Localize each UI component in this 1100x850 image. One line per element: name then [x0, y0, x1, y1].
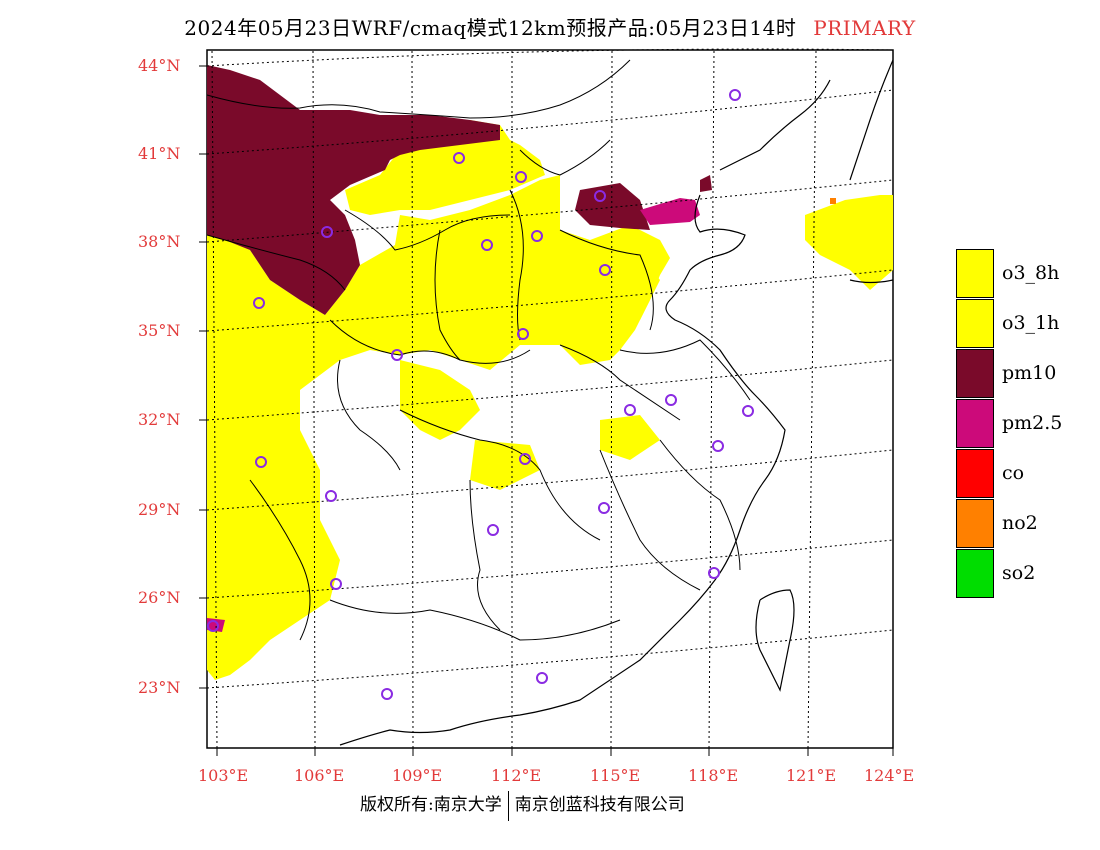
o3-region-west	[207, 175, 670, 680]
station-marker	[391, 349, 403, 361]
station-marker	[598, 502, 610, 514]
station-marker	[594, 190, 606, 202]
no2-spot	[830, 198, 836, 204]
legend-swatch	[956, 249, 994, 298]
station-marker	[330, 578, 342, 590]
station-marker	[207, 620, 219, 632]
o3-region	[207, 120, 893, 680]
lat-label: 38°N	[138, 232, 181, 251]
o3-region-north	[345, 120, 545, 215]
legend-label: o3_1h	[1002, 312, 1060, 334]
station-marker	[729, 89, 741, 101]
lat-label: 44°N	[138, 56, 181, 75]
lat-label: 23°N	[138, 678, 181, 697]
lon-label: 121°E	[786, 766, 837, 785]
footer-left: 版权所有:南京大学	[360, 795, 502, 815]
station-marker	[665, 394, 677, 406]
station-marker	[624, 404, 636, 416]
graticule	[206, 48, 894, 749]
legend-item-no2: no2	[956, 499, 1096, 549]
station-marker	[481, 239, 493, 251]
legend-swatch	[956, 299, 994, 348]
station-marker	[453, 152, 465, 164]
station-marker	[381, 688, 393, 700]
legend-label: no2	[1002, 512, 1038, 534]
legend-swatch	[956, 499, 994, 548]
legend-label: co	[1002, 462, 1025, 484]
o3-region-south-spots	[470, 440, 540, 490]
legend-swatch	[956, 449, 994, 498]
station-marker	[325, 490, 337, 502]
station-marker	[255, 456, 267, 468]
station-marker	[321, 226, 333, 238]
coastline	[339, 59, 894, 746]
footer-divider	[507, 790, 509, 821]
footer-right: 南京创蓝科技有限公司	[514, 795, 685, 815]
station-marker	[742, 405, 754, 417]
lat-label: 26°N	[138, 588, 181, 607]
lon-label: 109°E	[392, 766, 443, 785]
legend-swatch	[956, 549, 994, 598]
o3-region-sw-spots	[600, 415, 660, 460]
axis-ticks	[199, 65, 894, 756]
lon-label: 112°E	[491, 766, 542, 785]
station-marker	[531, 230, 543, 242]
station-marker	[712, 440, 724, 452]
legend-label: pm10	[1002, 362, 1057, 384]
lat-label: 29°N	[138, 500, 181, 519]
station-marker	[536, 672, 548, 684]
legend-item-so2: so2	[956, 549, 1096, 599]
station-markers	[207, 89, 754, 700]
station-marker	[517, 328, 529, 340]
lon-label: 106°E	[294, 766, 345, 785]
pm10-region-northeast-spot	[700, 175, 712, 192]
lon-label: 115°E	[590, 766, 641, 785]
pm10-region-northwest	[207, 65, 500, 315]
o3-region-sea	[805, 195, 893, 290]
map-title: 2024年05月23日WRF/cmaq模式12km预报产品:05月23日14时 …	[0, 12, 1100, 41]
lon-label: 103°E	[198, 766, 249, 785]
station-marker	[487, 524, 499, 536]
legend-item-co: co	[956, 449, 1096, 499]
pm10-region	[207, 65, 712, 315]
legend-label: pm2.5	[1002, 412, 1063, 434]
o3-region-central	[400, 360, 480, 440]
pm25-region-bohai	[640, 198, 700, 225]
lat-label: 35°N	[138, 321, 181, 340]
legend-swatch	[956, 399, 994, 448]
map-title-tag: PRIMARY	[813, 16, 916, 40]
station-marker	[519, 453, 531, 465]
legend-item-o3-8h: o3_8h	[956, 249, 1096, 299]
legend-item-o3-1h: o3_1h	[956, 299, 1096, 349]
lon-label: 124°E	[864, 766, 915, 785]
map-title-text: 2024年05月23日WRF/cmaq模式12km预报产品:05月23日14时	[184, 16, 797, 40]
legend-swatch	[956, 349, 994, 398]
station-marker	[708, 567, 720, 579]
legend-item-pm25: pm2.5	[956, 399, 1096, 449]
legend-item-pm10: pm10	[956, 349, 1096, 399]
legend-label: o3_8h	[1002, 262, 1060, 284]
station-marker	[515, 171, 527, 183]
lon-label: 118°E	[688, 766, 739, 785]
lat-label: 41°N	[138, 144, 181, 163]
lat-label: 32°N	[138, 410, 181, 429]
copyright-footer: 版权所有:南京大学 南京创蓝科技有限公司	[360, 790, 685, 821]
station-marker	[253, 297, 265, 309]
o3-region-east	[560, 250, 660, 330]
station-marker	[599, 264, 611, 276]
province-boundaries	[206, 59, 751, 641]
pm10-region-beijing	[575, 183, 650, 230]
legend-label: so2	[1002, 562, 1036, 584]
